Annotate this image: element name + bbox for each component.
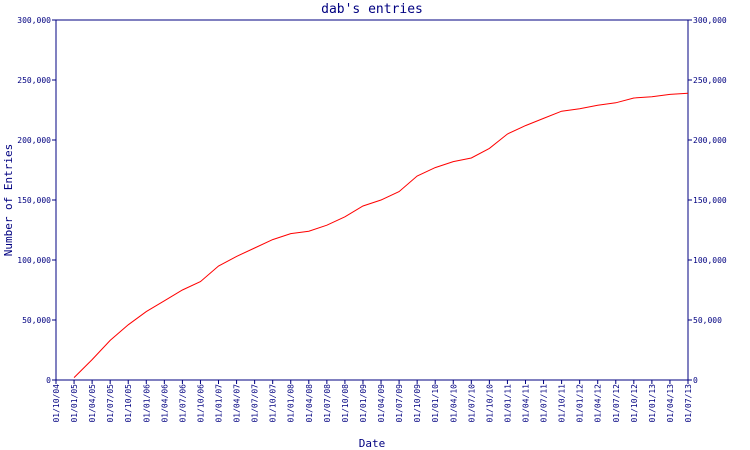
x-tick-label: 01/01/10 (431, 384, 440, 423)
x-tick-label: 01/01/09 (359, 384, 368, 423)
y2-tick-label: 250,000 (693, 76, 727, 85)
x-tick-label: 01/01/08 (287, 384, 296, 423)
x-axis-label: Date (359, 437, 386, 450)
x-tick-label: 01/01/07 (215, 384, 224, 423)
x-tick-label: 01/01/06 (142, 384, 151, 423)
x-tick-label: 01/10/04 (52, 384, 61, 423)
y-tick-label: 250,000 (17, 76, 51, 85)
x-tick-label: 01/01/11 (503, 384, 512, 423)
x-tick-label: 01/01/13 (648, 384, 657, 423)
y2-tick-label: 300,000 (693, 16, 727, 25)
x-tick-label: 01/07/09 (395, 384, 404, 423)
x-tick-label: 01/07/07 (251, 384, 260, 423)
x-tick-label: 01/10/09 (413, 384, 422, 423)
chart-title: dab's entries (321, 2, 423, 17)
x-tick-label: 01/04/05 (88, 384, 97, 423)
x-tick-label: 01/04/12 (594, 384, 603, 423)
x-tick-label: 01/07/10 (467, 384, 476, 423)
x-tick-label: 01/10/07 (269, 384, 278, 423)
x-tick-label: 01/04/09 (377, 384, 386, 423)
x-tick-label: 01/10/10 (485, 384, 494, 423)
x-tick-label: 01/04/08 (305, 384, 314, 423)
x-tick-label: 01/04/06 (160, 384, 169, 423)
x-tick-label: 01/01/12 (576, 384, 585, 423)
y-axis-label: Number of Entries (2, 144, 15, 257)
x-tick-label: 01/07/11 (540, 384, 549, 423)
y-tick-label: 0 (46, 376, 51, 385)
x-tick-label: 01/04/11 (521, 384, 530, 423)
x-tick-label: 01/07/05 (106, 384, 115, 423)
x-tick-label: 01/10/11 (558, 384, 567, 423)
y2-tick-label: 200,000 (693, 136, 727, 145)
x-tick-label: 01/07/12 (612, 384, 621, 423)
y-tick-label: 300,000 (17, 16, 51, 25)
x-tick-label: 01/01/05 (70, 384, 79, 423)
x-tick-label: 01/07/13 (684, 384, 693, 423)
x-tick-label: 01/07/08 (323, 384, 332, 423)
y-tick-label: 150,000 (17, 196, 51, 205)
data-line (73, 92, 689, 378)
y-tick-label: 200,000 (17, 136, 51, 145)
x-tick-label: 01/04/10 (449, 384, 458, 423)
x-tick-label: 01/07/06 (178, 384, 187, 423)
x-tick-label: 01/04/13 (666, 384, 675, 423)
x-tick-label: 01/10/06 (196, 384, 205, 423)
y-tick-label: 50,000 (22, 316, 51, 325)
y2-tick-label: 0 (693, 376, 698, 385)
y2-tick-label: 150,000 (693, 196, 727, 205)
x-tick-label: 01/04/07 (233, 384, 242, 423)
y-tick-label: 100,000 (17, 256, 51, 265)
y2-tick-label: 50,000 (693, 316, 722, 325)
plot-frame (55, 19, 689, 381)
x-tick-label: 01/10/08 (341, 384, 350, 423)
y2-tick-label: 100,000 (693, 256, 727, 265)
x-tick-label: 01/10/12 (630, 384, 639, 423)
x-tick-label: 01/10/05 (124, 384, 133, 423)
